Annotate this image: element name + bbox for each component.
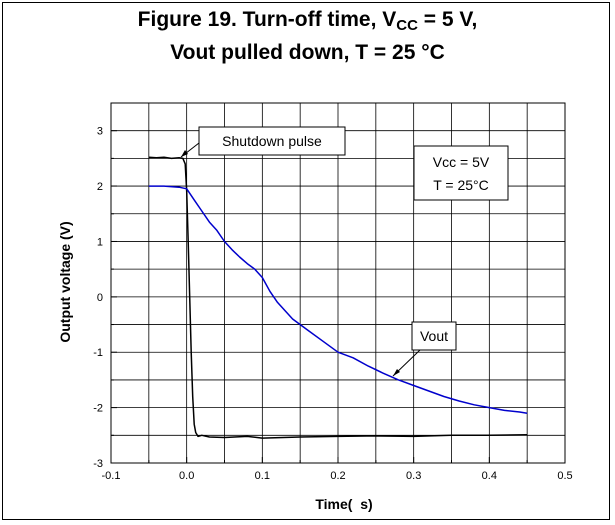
- vout-label-box: [411, 321, 457, 351]
- x-tick-label: 0.3: [406, 470, 421, 482]
- y-tick-label: 0: [97, 292, 103, 304]
- title-line2: Vout pulled down, T = 25 °C: [170, 41, 445, 64]
- x-tick-label: 0.5: [557, 470, 572, 482]
- legend-temp: T = 25°C: [433, 177, 489, 193]
- legend-rect: [413, 145, 509, 201]
- title-line1-end: = 5 V,: [417, 8, 478, 31]
- legend-vcc: Vcc = 5V: [433, 154, 490, 170]
- title-line1-sub: CC: [396, 17, 418, 34]
- y-tick-label: 3: [97, 126, 103, 138]
- shutdown-label: Shutdown pulse: [222, 133, 322, 149]
- vout-label: Vout: [420, 328, 448, 344]
- x-tick-labels: -0.1 0.0 0.1 0.2 0.3 0.4 0.5: [102, 470, 573, 482]
- series-group: [148, 156, 528, 439]
- vout-arrowhead: [393, 369, 400, 376]
- series-line-vout: [148, 185, 528, 414]
- x-tick-label: 0.4: [482, 470, 497, 482]
- legend-box: Vcc = 5V T = 25°C: [413, 145, 509, 201]
- y-tick-labels: -3 -2 -1 0 1 2 3: [93, 126, 103, 470]
- x-axis-label: Time( s): [315, 496, 372, 512]
- y-tick-label: -2: [93, 403, 103, 415]
- shutdown-annotation: Shutdown pulse: [180, 126, 346, 158]
- y-axis-label: Output voltage (V): [57, 221, 73, 342]
- y-tick-label: 1: [97, 236, 103, 248]
- y-tick-label: 2: [97, 181, 103, 193]
- x-tick-label: 0.1: [255, 470, 270, 482]
- series-line-shutdown-pulse: [148, 156, 528, 439]
- x-tick-label: 0.0: [179, 470, 194, 482]
- vout-annotation: Vout: [392, 321, 457, 377]
- figure-frame: [2, 2, 610, 520]
- x-tick-label: 0.2: [330, 470, 345, 482]
- y-tick-label: -1: [93, 347, 103, 359]
- tick-marks: [110, 102, 566, 464]
- title-line1-main: Figure 19. Turn-off time, V: [137, 8, 397, 31]
- shutdown-arrowhead: [181, 150, 188, 157]
- shutdown-label-box: [198, 126, 346, 156]
- chart-title: Figure 19. Turn-off time, VCC = 5 V, Vou…: [0, 6, 615, 66]
- y-tick-label: -3: [93, 458, 103, 470]
- x-tick-label: -0.1: [102, 470, 121, 482]
